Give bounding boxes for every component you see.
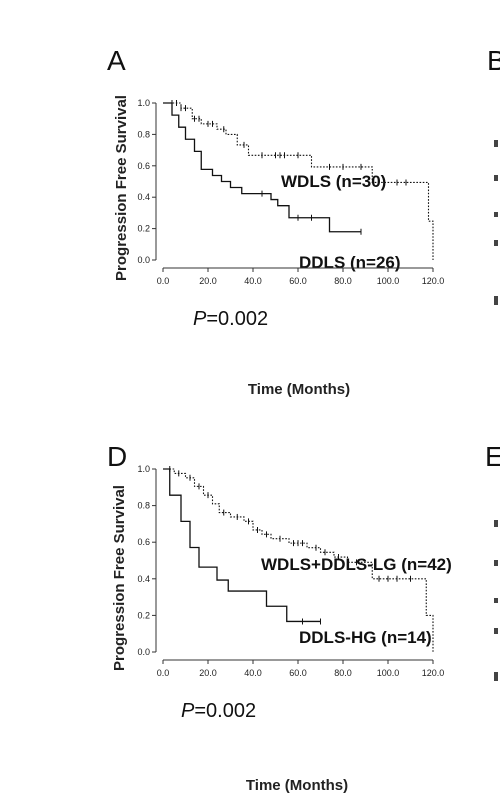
x-axis-title: Time (Months) (248, 381, 350, 398)
x-tick-label: 20.0 (199, 668, 217, 678)
x-tick-label: 0.0 (157, 276, 170, 286)
p-value-number: =0.002 (206, 308, 268, 330)
neighbour-glyph (494, 598, 498, 603)
neighbour-glyph (494, 240, 498, 246)
panel-d-chart: Progression Free Survival Time (Months) … (111, 464, 452, 794)
neighbour-glyph (494, 672, 498, 681)
survival-curve-solid (163, 468, 321, 623)
y-axis-title: Progression Free Survival (113, 95, 130, 281)
p-value: P=0.002 (181, 700, 256, 722)
neighbour-glyph (494, 175, 498, 181)
panel-letter-d: D (107, 441, 127, 472)
y-tick-label: 0.4 (137, 574, 150, 584)
p-value-number: =0.002 (194, 700, 256, 722)
y-axis-title: Progression Free Survival (111, 485, 128, 671)
neighbour-glyph (494, 520, 498, 527)
survival-curve-dotted (163, 102, 434, 260)
panel-letter-b-partial: B (487, 45, 500, 76)
p-value: P=0.002 (193, 308, 268, 330)
y-tick-label: 0.4 (137, 192, 150, 202)
survival-curve-dotted (163, 468, 434, 652)
series-label-ddls-hg: DDLS-HG (n=14) (299, 628, 432, 647)
y-tick-label: 0.8 (137, 501, 150, 511)
y-tick-label: 0.0 (137, 255, 150, 265)
x-axis-title: Time (Months) (246, 777, 348, 794)
neighbour-glyph (494, 560, 498, 566)
y-tick-label: 0.6 (137, 161, 150, 171)
neighbour-glyph (494, 628, 498, 634)
x-tick-label: 80.0 (334, 276, 352, 286)
neighbour-axis-title-top (494, 140, 498, 305)
x-tick-label: 60.0 (289, 668, 307, 678)
x-tick-label: 120.0 (422, 276, 445, 286)
neighbour-glyph (494, 296, 498, 305)
y-tick-label: 0.0 (137, 647, 150, 657)
neighbour-glyph (494, 212, 498, 217)
y-tick-label: 0.8 (137, 129, 150, 139)
series-label-ddls: DDLS (n=26) (299, 253, 401, 272)
y-tick-label: 0.2 (137, 610, 150, 620)
x-tick-label: 120.0 (422, 668, 445, 678)
y-tick-label: 1.0 (137, 98, 150, 108)
p-value-symbol: P (181, 700, 195, 722)
y-tick-label: 1.0 (137, 464, 150, 474)
panel-letter-e-partial: E (485, 441, 500, 472)
series-label-wdls: WDLS (n=30) (281, 172, 386, 191)
x-tick-label: 60.0 (289, 276, 307, 286)
y-tick-label: 0.2 (137, 224, 150, 234)
x-tick-label: 100.0 (377, 276, 400, 286)
panel-a-chart: Progression Free Survival Time (Months) … (113, 95, 444, 398)
x-tick-label: 40.0 (244, 276, 262, 286)
x-tick-label: 100.0 (377, 668, 400, 678)
neighbour-glyph (494, 140, 498, 147)
y-tick-label: 0.6 (137, 537, 150, 547)
panel-letter-a: A (107, 45, 126, 76)
x-tick-label: 0.0 (157, 668, 170, 678)
survival-curve-solid (163, 102, 361, 233)
p-value-symbol: P (193, 308, 207, 330)
neighbour-axis-title-bottom (494, 520, 498, 681)
x-tick-label: 20.0 (199, 276, 217, 286)
x-tick-label: 80.0 (334, 668, 352, 678)
x-tick-label: 40.0 (244, 668, 262, 678)
